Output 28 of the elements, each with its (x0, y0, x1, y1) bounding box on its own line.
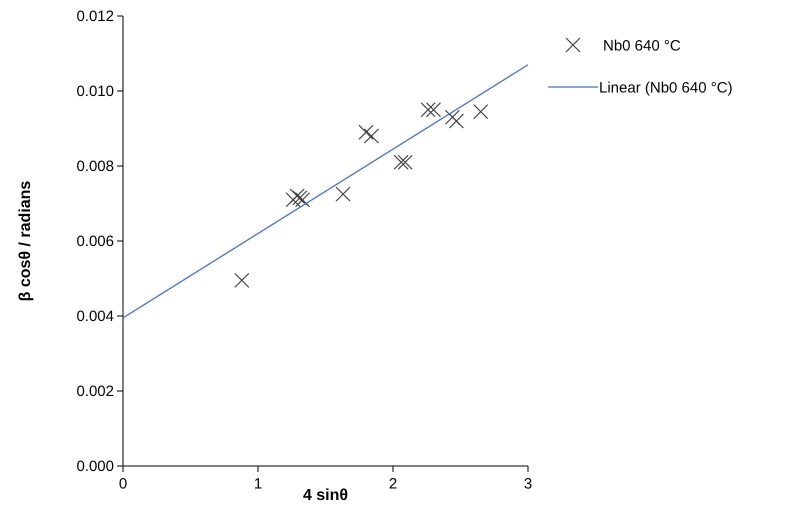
point (444, 110, 460, 125)
y-tick-label: 0.000 (76, 458, 114, 475)
legend-label: Linear (Nb0 640 °C) (599, 79, 733, 96)
point (420, 102, 436, 118)
x-tick-label: 0 (118, 476, 128, 492)
point (286, 192, 301, 208)
x-tick-label: 3 (524, 476, 532, 492)
point (234, 272, 250, 288)
point (294, 192, 310, 208)
point (364, 128, 379, 144)
legend-label: Nb0 640 °C (603, 37, 681, 54)
y-tick-label: 0.010 (76, 82, 114, 100)
x-tick-label: 1 (254, 476, 262, 492)
point (426, 102, 442, 118)
y-tick-label: 0.008 (76, 158, 114, 175)
point (448, 113, 464, 129)
y-tick-label: 0.012 (76, 8, 114, 25)
point (473, 104, 488, 120)
point (335, 186, 351, 202)
point (394, 154, 409, 170)
point (358, 124, 374, 140)
x-tick-label: 2 (388, 476, 398, 492)
y-tick-label: 0.004 (76, 308, 114, 325)
y-tick-label: 0.006 (76, 232, 114, 250)
point (398, 154, 413, 170)
y-axis-title: β cosθ / radians (17, 180, 34, 302)
y-tick-label: 0.002 (76, 382, 114, 400)
x-axis-title: 4 sinθ (302, 487, 348, 504)
